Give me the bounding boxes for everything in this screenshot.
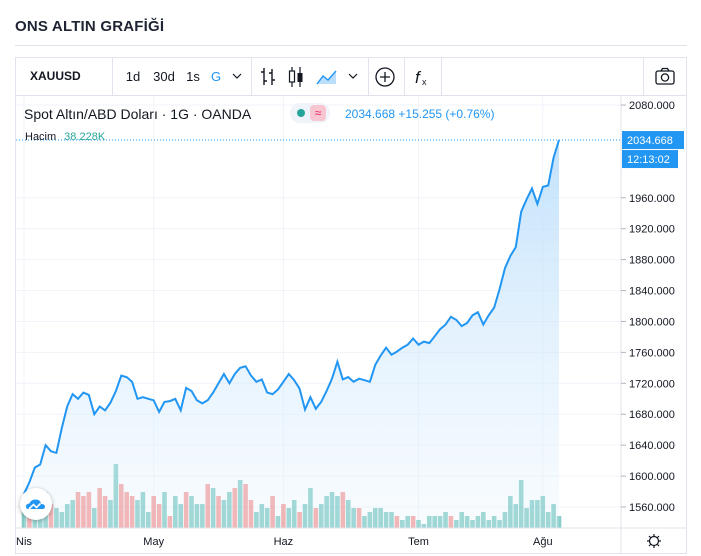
- y-tick-label: 1920.000: [629, 224, 675, 236]
- svg-text:f: f: [415, 68, 422, 87]
- last-price-tag: [622, 131, 684, 150]
- svg-text:x: x: [422, 77, 427, 87]
- compare-add-button[interactable]: [372, 58, 398, 95]
- price-area: [24, 140, 559, 528]
- area-chart-icon: [316, 70, 337, 85]
- y-tick-label: 1680.000: [629, 409, 675, 421]
- price-tags: 2034.668 12:13:02: [622, 131, 684, 169]
- settings-gear-icon[interactable]: [647, 534, 661, 548]
- y-tick-label: 1760.000: [629, 347, 675, 359]
- y-tick-label: 1560.000: [629, 502, 675, 514]
- y-tick-label: 1800.000: [629, 316, 675, 328]
- toolbar-divider: [643, 58, 644, 95]
- status-dot-icon: [297, 109, 305, 117]
- price-line: [23, 139, 560, 495]
- tradingview-logo[interactable]: [20, 488, 52, 520]
- volume-value: 38.228K: [64, 131, 106, 143]
- series-legend-title: Spot Altın/ABD Doları · 1G · OANDA: [24, 106, 252, 122]
- area-chart-button[interactable]: [314, 58, 340, 95]
- y-tick-label: 1960.000: [629, 193, 675, 205]
- interval-30d-button[interactable]: 30d: [153, 69, 175, 84]
- wave-icon: ≈: [310, 105, 326, 121]
- y-tick-label: 1600.000: [629, 471, 675, 483]
- interval-g-button[interactable]: G: [210, 69, 222, 84]
- camera-icon: [655, 67, 675, 85]
- x-tick-label: May: [143, 536, 164, 548]
- countdown-label: 12:13:02: [627, 154, 670, 166]
- y-tick-label: 1840.000: [629, 286, 675, 298]
- candlestick-button[interactable]: [284, 58, 308, 95]
- y-tick-label: 1720.000: [629, 378, 675, 390]
- toolbar-divider: [251, 58, 252, 95]
- toolbar-divider: [404, 58, 405, 95]
- x-tick-label: Tem: [408, 536, 429, 548]
- x-tick-label: Nis: [16, 536, 32, 548]
- bar-chart-button[interactable]: [256, 58, 280, 95]
- interval-1s-button[interactable]: 1s: [186, 69, 200, 84]
- interval-1d-button[interactable]: 1d: [125, 69, 141, 84]
- price-chart[interactable]: 2080.000 1960.000 1920.000 1880.000 1840.000…: [16, 96, 686, 553]
- y-tick-label: 1880.000: [629, 255, 675, 267]
- title-divider: [15, 45, 687, 46]
- chart-type-dropdown-button[interactable]: [344, 58, 362, 95]
- page-title: ONS ALTIN GRAFİĞİ: [15, 18, 165, 35]
- toolbar-divider: [112, 58, 113, 95]
- series-legend-value: 2034.668 +15.255 (+0.76%): [345, 107, 495, 121]
- last-price-label: 2034.668: [627, 135, 673, 147]
- snapshot-button[interactable]: [652, 58, 678, 95]
- interval-dropdown-button[interactable]: [228, 58, 246, 95]
- x-tick-label: Ağu: [533, 536, 553, 548]
- y-tick-label: 1640.000: [629, 440, 675, 452]
- price-axis[interactable]: 2080.000 1960.000 1920.000 1880.000 1840.000…: [621, 100, 675, 514]
- candlestick-icon: [288, 67, 303, 87]
- bar-chart-icon: [261, 68, 275, 85]
- y-tick-label: 2080.000: [629, 100, 675, 112]
- toolbar-divider: [441, 58, 442, 95]
- chevron-down-icon: [348, 73, 358, 79]
- cloud-logo-icon: [26, 499, 45, 510]
- countdown-tag: [622, 150, 678, 169]
- time-axis[interactable]: Nis May Haz Tem Ağu: [16, 536, 553, 548]
- x-tick-label: Haz: [274, 536, 294, 548]
- legend-toggle[interactable]: ≈: [290, 103, 330, 123]
- volume-label: Hacim: [25, 131, 57, 143]
- plus-circle-icon: [375, 67, 395, 87]
- symbol-search-button[interactable]: XAUUSD: [30, 69, 81, 83]
- volume-legend: Hacim 38.228K: [25, 131, 105, 143]
- toolbar-divider: [368, 58, 369, 95]
- chevron-down-icon: [232, 73, 242, 79]
